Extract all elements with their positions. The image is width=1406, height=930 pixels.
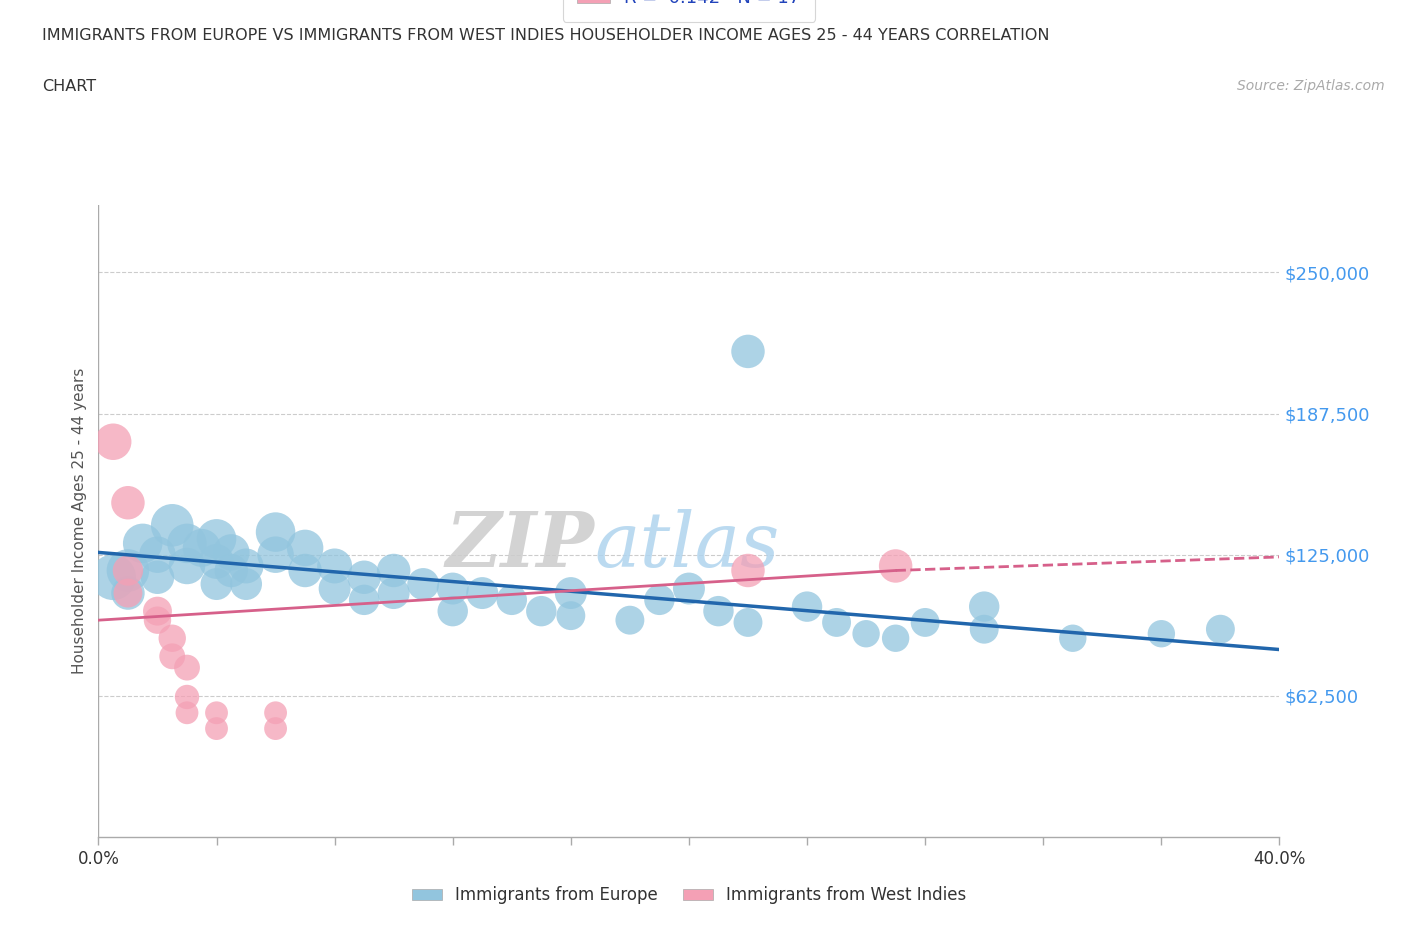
Point — [162, 649, 183, 664]
Point — [737, 615, 759, 630]
Point — [382, 563, 405, 578]
Point — [560, 608, 582, 623]
Point — [412, 577, 434, 591]
Point — [323, 559, 346, 574]
Point — [219, 545, 242, 560]
Point — [132, 536, 155, 551]
Point — [176, 536, 198, 551]
Point — [530, 604, 553, 618]
Point — [205, 721, 228, 736]
Point — [146, 613, 169, 628]
Point — [737, 563, 759, 578]
Point — [264, 525, 287, 539]
Point — [176, 559, 198, 574]
Point — [103, 434, 125, 449]
Point — [441, 581, 464, 596]
Point — [560, 586, 582, 601]
Point — [117, 586, 139, 601]
Point — [1062, 631, 1084, 645]
Point — [353, 592, 375, 607]
Point — [205, 577, 228, 591]
Point — [191, 540, 214, 555]
Point — [146, 570, 169, 585]
Point — [973, 599, 995, 614]
Point — [884, 559, 907, 574]
Point — [176, 705, 198, 720]
Point — [176, 689, 198, 704]
Point — [825, 615, 848, 630]
Point — [117, 563, 139, 578]
Point — [471, 586, 494, 601]
Point — [162, 631, 183, 645]
Text: atlas: atlas — [595, 509, 780, 583]
Point — [205, 531, 228, 546]
Point — [1209, 622, 1232, 637]
Point — [235, 577, 257, 591]
Point — [117, 496, 139, 511]
Point — [264, 705, 287, 720]
Text: ZIP: ZIP — [446, 509, 595, 583]
Point — [117, 586, 139, 601]
Point — [117, 563, 139, 578]
Point — [1150, 626, 1173, 641]
Y-axis label: Householder Income Ages 25 - 44 years: Householder Income Ages 25 - 44 years — [72, 367, 87, 674]
Point — [323, 581, 346, 596]
Point — [648, 592, 671, 607]
Point — [235, 559, 257, 574]
Text: CHART: CHART — [42, 79, 96, 94]
Point — [737, 344, 759, 359]
Point — [973, 622, 995, 637]
Legend: Immigrants from Europe, Immigrants from West Indies: Immigrants from Europe, Immigrants from … — [405, 880, 973, 910]
Point — [501, 592, 523, 607]
Point — [441, 604, 464, 618]
Point — [146, 547, 169, 562]
Text: Source: ZipAtlas.com: Source: ZipAtlas.com — [1237, 79, 1385, 93]
Point — [353, 570, 375, 585]
Point — [146, 604, 169, 618]
Point — [176, 660, 198, 675]
Point — [914, 615, 936, 630]
Point — [264, 547, 287, 562]
Point — [678, 581, 700, 596]
Point — [219, 563, 242, 578]
Point — [294, 540, 316, 555]
Point — [884, 631, 907, 645]
Point — [619, 613, 641, 628]
Point — [294, 563, 316, 578]
Point — [264, 721, 287, 736]
Text: IMMIGRANTS FROM EUROPE VS IMMIGRANTS FROM WEST INDIES HOUSEHOLDER INCOME AGES 25: IMMIGRANTS FROM EUROPE VS IMMIGRANTS FRO… — [42, 28, 1050, 43]
Point — [707, 604, 730, 618]
Point — [162, 518, 183, 533]
Point — [382, 586, 405, 601]
Point — [205, 554, 228, 569]
Point — [796, 599, 818, 614]
Point — [205, 705, 228, 720]
Point — [103, 570, 125, 585]
Point — [855, 626, 877, 641]
